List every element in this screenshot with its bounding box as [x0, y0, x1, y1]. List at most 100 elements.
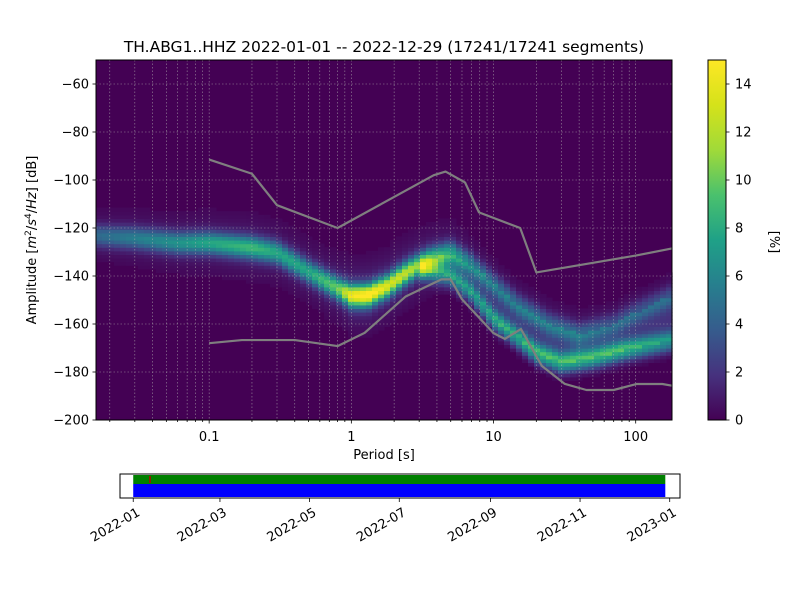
density-cell	[198, 211, 205, 216]
density-cell	[648, 290, 655, 295]
density-cell	[528, 290, 535, 295]
density-cell	[480, 283, 487, 288]
density-cell	[450, 250, 457, 255]
density-cell	[570, 373, 577, 378]
density-cell	[510, 290, 517, 295]
density-cell	[528, 351, 535, 356]
density-cell	[150, 254, 157, 259]
density-cell	[396, 294, 403, 299]
density-cell	[108, 222, 115, 227]
density-cell	[618, 319, 625, 324]
density-cell	[204, 218, 211, 223]
density-cell	[318, 243, 325, 248]
density-cell	[138, 214, 145, 219]
density-cell	[282, 261, 289, 266]
density-cell	[564, 348, 571, 353]
density-cell	[120, 258, 127, 263]
density-cell	[660, 322, 667, 327]
density-cell	[156, 254, 163, 259]
density-cell	[438, 272, 445, 277]
density-cell	[360, 301, 367, 306]
density-cell	[138, 211, 145, 216]
density-cell	[114, 229, 121, 234]
density-cell	[624, 304, 631, 309]
density-cell	[390, 243, 397, 248]
density-cell	[114, 243, 121, 248]
density-cell	[630, 319, 637, 324]
density-cell	[354, 254, 361, 259]
density-cell	[246, 272, 253, 277]
density-cell	[276, 276, 283, 281]
density-cell	[342, 283, 349, 288]
density-cell	[294, 290, 301, 295]
y-tick-label: −100	[53, 174, 89, 189]
density-cell	[612, 308, 619, 313]
density-cell	[528, 326, 535, 331]
density-cell	[354, 312, 361, 317]
density-cell	[288, 261, 295, 266]
density-cell	[558, 348, 565, 353]
density-cell	[564, 362, 571, 367]
density-cell	[96, 250, 103, 255]
density-cell	[456, 236, 463, 241]
density-cell	[654, 344, 661, 349]
density-cell	[402, 258, 409, 263]
density-cell	[150, 243, 157, 248]
density-cell	[234, 261, 241, 266]
density-cell	[366, 312, 373, 317]
density-cell	[228, 265, 235, 270]
density-cell	[372, 304, 379, 309]
density-cell	[234, 265, 241, 270]
density-cell	[162, 229, 169, 234]
colorbar-tick-label: 12	[735, 126, 752, 141]
density-cell	[162, 222, 169, 227]
density-cell	[324, 276, 331, 281]
density-cell	[396, 279, 403, 284]
density-cell	[420, 250, 427, 255]
density-cell	[402, 279, 409, 284]
density-cell	[630, 344, 637, 349]
density-cell	[324, 247, 331, 252]
density-cell	[594, 355, 601, 360]
density-cell	[342, 265, 349, 270]
density-cell	[180, 240, 187, 245]
density-cell	[144, 222, 151, 227]
density-cell	[426, 250, 433, 255]
density-cell	[204, 232, 211, 237]
density-cell	[390, 312, 397, 317]
density-cell	[246, 268, 253, 273]
density-cell	[342, 319, 349, 324]
density-cell	[162, 265, 169, 270]
density-cell	[204, 258, 211, 263]
density-cell	[660, 330, 667, 335]
density-cell	[642, 315, 649, 320]
density-cell	[378, 297, 385, 302]
density-cell	[618, 304, 625, 309]
density-cell	[258, 272, 265, 277]
density-cell	[660, 276, 667, 281]
density-cell	[174, 254, 181, 259]
y-tick-label: −160	[53, 318, 89, 333]
density-cell	[444, 265, 451, 270]
density-cell	[408, 258, 415, 263]
density-cell	[576, 348, 583, 353]
density-cell	[234, 258, 241, 263]
density-cell	[282, 279, 289, 284]
density-cell	[144, 240, 151, 245]
density-cell	[606, 304, 613, 309]
density-cell	[216, 236, 223, 241]
density-cell	[516, 322, 523, 327]
density-cell	[360, 286, 367, 291]
density-cell	[480, 254, 487, 259]
density-cell	[132, 232, 139, 237]
density-cell	[636, 301, 643, 306]
density-cell	[504, 319, 511, 324]
density-cell	[408, 290, 415, 295]
density-cell	[600, 362, 607, 367]
density-cell	[402, 236, 409, 241]
density-cell	[366, 315, 373, 320]
density-cell	[462, 254, 469, 259]
density-cell	[300, 254, 307, 259]
density-cell	[414, 268, 421, 273]
density-cell	[492, 297, 499, 302]
